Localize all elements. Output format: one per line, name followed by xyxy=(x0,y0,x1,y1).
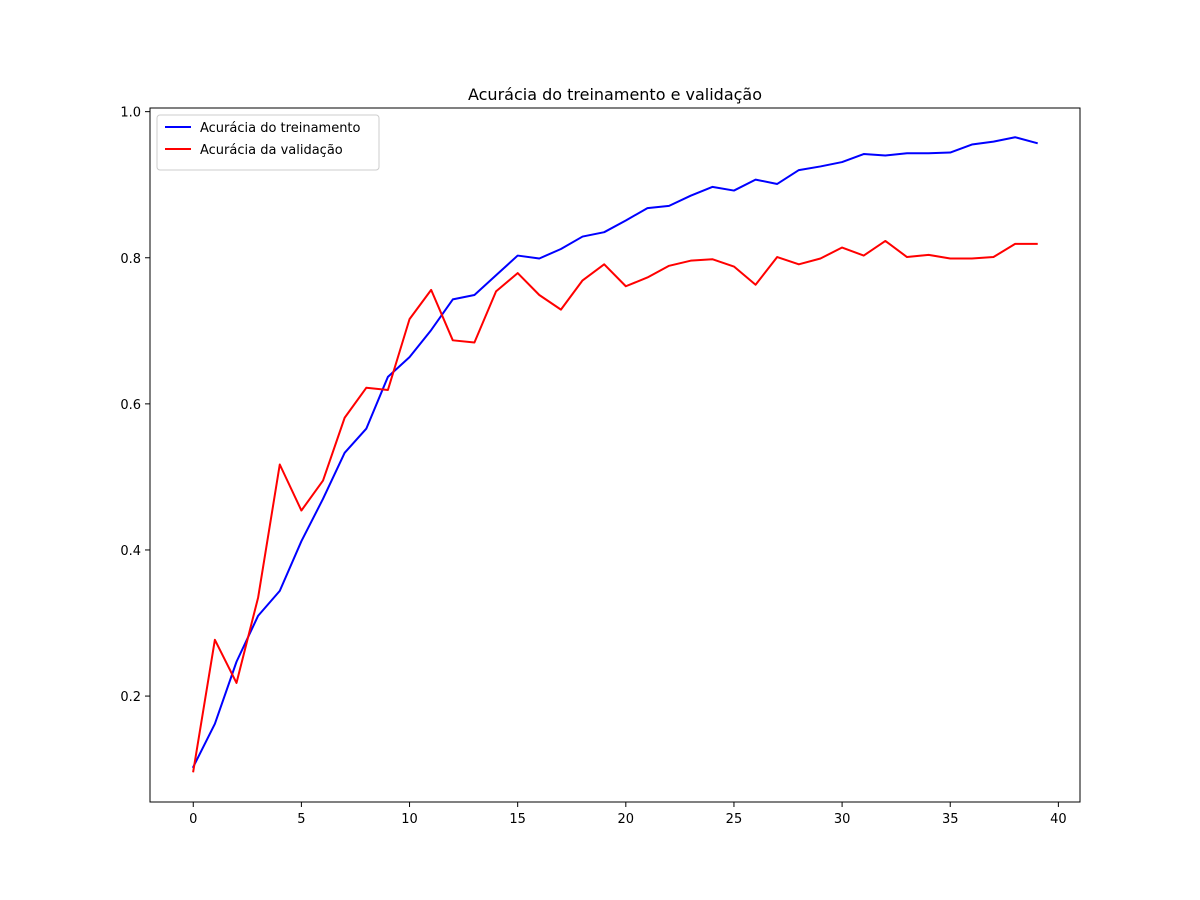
legend-label-1: Acurácia do treinamento xyxy=(200,121,361,136)
series-lines xyxy=(191,136,1038,773)
axes-frame xyxy=(149,107,1081,803)
x-tick-label: 25 xyxy=(726,812,743,827)
chart-title: Acurácia do treinamento e validação xyxy=(468,85,762,104)
series-line-2 xyxy=(192,239,1038,773)
legend-label-2: Acurácia da validação xyxy=(200,143,343,158)
series-line-1 xyxy=(191,136,1038,769)
plot-area xyxy=(150,108,1080,802)
y-tick-label: 0.4 xyxy=(120,544,141,559)
legend: Acurácia do treinamento Acurácia da valid… xyxy=(156,114,380,171)
x-tick-label: 30 xyxy=(834,812,851,827)
x-tick-label: 40 xyxy=(1050,812,1067,827)
x-tick-label: 0 xyxy=(189,812,197,827)
y-tick-label: 0.8 xyxy=(120,252,141,267)
x-tick-label: 10 xyxy=(401,812,418,827)
x-tick-label: 5 xyxy=(297,812,305,827)
axes: 0 5 10 15 20 25 30 35 40 0.2 0.4 0.6 0.8 1.0 xyxy=(120,106,1081,827)
x-tick-label: 15 xyxy=(509,812,526,827)
legend-box xyxy=(156,114,380,171)
y-tick-label: 0.2 xyxy=(120,690,141,705)
y-tick-label: 0.6 xyxy=(120,398,141,413)
plot-background xyxy=(150,108,1080,802)
x-tick-label: 20 xyxy=(618,812,635,827)
x-tick-label: 35 xyxy=(942,812,959,827)
y-tick-label: 1.0 xyxy=(120,106,141,121)
